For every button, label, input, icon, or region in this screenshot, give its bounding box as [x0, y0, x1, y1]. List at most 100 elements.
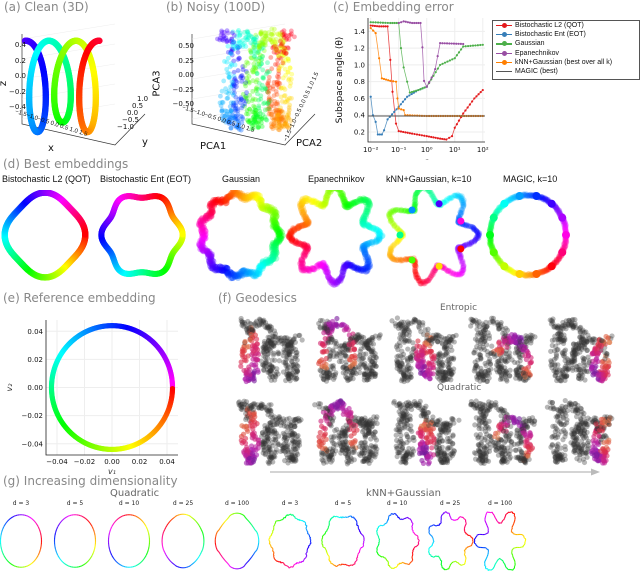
scatter-point	[255, 61, 260, 67]
scatter-point	[219, 108, 225, 114]
embedding-point	[217, 198, 224, 206]
embedding-point	[223, 264, 231, 272]
scatter-point	[233, 124, 239, 130]
embedding-point	[244, 192, 251, 199]
embedding-point	[354, 198, 361, 205]
embedding-point	[276, 233, 283, 241]
embedding-point	[507, 266, 514, 273]
scatter-point	[229, 39, 234, 44]
embedding-point	[200, 219, 207, 227]
embedding-point	[431, 266, 438, 273]
embedding-point	[298, 257, 306, 265]
embedding-point	[223, 270, 231, 277]
scatter-point	[257, 52, 263, 58]
embedding-point	[201, 233, 208, 240]
tick-label: 0.0	[14, 72, 26, 80]
embedding-point	[361, 242, 368, 249]
scatter-point	[274, 46, 280, 52]
data-point	[425, 85, 428, 88]
scatter-point	[265, 106, 270, 112]
scatter-point	[278, 117, 284, 123]
embedding-point	[331, 281, 339, 288]
embedding-point	[387, 246, 394, 253]
embedding-point	[198, 220, 205, 228]
scatter-point	[258, 31, 264, 37]
scatter-point	[229, 36, 235, 42]
embedding-point	[255, 264, 262, 272]
embedding-point	[389, 219, 395, 226]
scatter-point	[280, 45, 286, 51]
scatter-point	[231, 58, 237, 64]
scatter-point	[274, 82, 280, 88]
embedding-point	[508, 267, 515, 274]
scatter-point	[244, 28, 250, 34]
embedding-point	[339, 268, 347, 275]
scatter-point	[245, 30, 250, 35]
legend-item: Gaussian	[493, 39, 639, 48]
embedding-point	[290, 227, 298, 234]
embedding-point	[287, 228, 294, 235]
embedding-point	[275, 239, 282, 246]
embedding-point	[386, 210, 392, 217]
embedding-point	[458, 254, 465, 260]
scatter-point	[220, 37, 226, 43]
embedding-point	[397, 256, 403, 263]
scatter-point	[289, 71, 295, 77]
embedding-point	[488, 223, 495, 230]
embedding-point	[288, 236, 296, 243]
embedding-point	[267, 255, 274, 262]
scatter-point	[240, 116, 246, 122]
scatter-point	[245, 31, 251, 37]
scatter-point	[223, 86, 228, 92]
data-point	[419, 88, 422, 91]
embedding-point	[204, 251, 212, 258]
embedding-point	[347, 262, 355, 270]
embedding-point	[207, 210, 214, 217]
scatter-point	[277, 116, 283, 122]
scatter-point	[231, 81, 236, 87]
embedding-point	[395, 239, 401, 245]
embedding-point	[347, 202, 354, 209]
scatter-point	[222, 59, 227, 64]
embedding-point	[303, 265, 310, 272]
data-point	[389, 58, 392, 61]
embedding-point	[360, 248, 368, 256]
scatter-point	[217, 100, 223, 106]
embedding-point	[427, 275, 433, 282]
scatter-point	[219, 30, 225, 35]
data-point	[406, 95, 409, 98]
embedding-point	[259, 261, 267, 269]
embedding-point	[539, 196, 546, 203]
embedding-point	[298, 260, 306, 267]
embedding-point	[362, 248, 369, 256]
scatter-point	[257, 45, 263, 50]
embedding-point	[473, 228, 480, 235]
panel-f-title: (f) Geodesics	[218, 291, 297, 305]
data-point	[430, 135, 433, 139]
embedding-point	[386, 213, 393, 219]
scatter-point	[254, 49, 259, 55]
embedding-point	[209, 265, 216, 272]
scatter-point	[263, 38, 269, 44]
b-xlabel: PCA1	[200, 141, 227, 152]
scatter-point	[231, 39, 237, 45]
scatter-point	[253, 79, 259, 85]
embedding-point	[321, 200, 328, 208]
legend-label: Bistochastic Ent (EOT)	[515, 31, 586, 39]
embedding-point	[376, 235, 383, 243]
scatter-point	[266, 88, 272, 94]
embedding-point	[389, 209, 395, 215]
embedding-point	[387, 251, 393, 257]
embedding-point	[255, 270, 263, 278]
scatter-point	[253, 65, 259, 71]
embedding-point	[488, 223, 495, 230]
embedding-point	[563, 237, 570, 244]
scatter-point	[275, 112, 280, 118]
embedding-point	[459, 201, 466, 208]
embedding-point	[317, 261, 325, 268]
embedding-point	[314, 264, 321, 271]
embedding-point	[179, 231, 186, 238]
scatter-point	[280, 123, 285, 129]
embedding-point	[254, 195, 262, 202]
embedding-point	[494, 207, 501, 214]
